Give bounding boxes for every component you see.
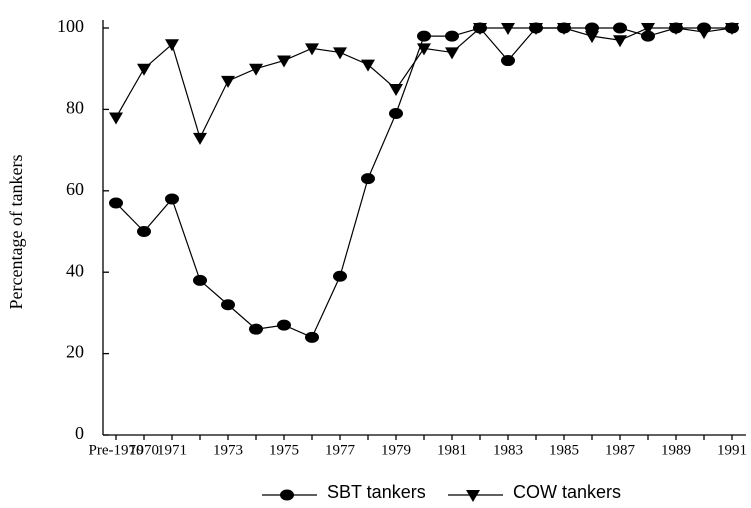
y-axis-label: Percentage of tankers	[6, 155, 26, 310]
marker	[361, 59, 375, 72]
x-tick-label: 1973	[213, 442, 243, 458]
marker	[137, 63, 151, 76]
marker	[501, 55, 515, 67]
marker	[221, 299, 235, 311]
marker	[585, 31, 599, 44]
marker	[641, 30, 655, 42]
series-line	[115, 27, 732, 339]
x-tick-label: 1987	[605, 442, 636, 458]
y-tick-label: 60	[66, 179, 84, 199]
marker	[613, 22, 627, 34]
marker	[473, 23, 487, 35]
marker	[305, 331, 319, 343]
marker	[445, 30, 459, 42]
y-tick-label: 80	[66, 98, 84, 118]
marker	[249, 63, 263, 76]
marker	[557, 23, 571, 35]
marker	[585, 22, 599, 34]
marker	[193, 274, 207, 286]
x-tick-label: 1983	[493, 442, 523, 458]
marker	[277, 319, 291, 331]
marker	[613, 35, 627, 48]
x-tick-label: 1970	[129, 442, 159, 458]
marker	[165, 193, 179, 205]
marker	[417, 43, 431, 56]
x-tick-label: 1979	[381, 442, 411, 458]
marker	[529, 23, 543, 35]
marker	[249, 323, 263, 335]
marker	[417, 30, 431, 42]
y-tick-label: 0	[75, 423, 84, 443]
marker	[333, 270, 347, 282]
x-tick-label: 1981	[437, 442, 467, 458]
y-tick-label: 20	[66, 342, 84, 362]
y-tick-label: 40	[66, 260, 84, 280]
marker	[669, 23, 683, 35]
marker	[697, 27, 711, 40]
marker	[137, 226, 151, 237]
marker	[193, 132, 207, 145]
x-tick-label: 1985	[549, 442, 579, 458]
legend-marker	[466, 490, 480, 502]
x-tick-label: 1975	[269, 442, 299, 458]
marker	[109, 197, 123, 209]
marker	[389, 107, 403, 119]
x-tick-label: 1989	[661, 442, 691, 458]
legend-label: SBT tankers	[327, 482, 426, 502]
legend-marker	[280, 489, 294, 501]
marker	[109, 112, 123, 125]
marker	[333, 47, 347, 60]
x-tick-label: 1991	[717, 442, 747, 458]
marker	[501, 23, 515, 35]
x-tick-label: 1977	[325, 442, 356, 458]
marker	[725, 23, 739, 35]
marker	[389, 84, 403, 97]
marker	[641, 23, 655, 35]
x-tick-label: 1971	[157, 442, 187, 458]
legend-label: COW tankers	[513, 482, 621, 502]
marker	[445, 47, 459, 60]
marker	[305, 43, 319, 56]
x-tick-label: Pre-1970	[89, 442, 144, 458]
marker	[277, 55, 291, 68]
marker	[165, 39, 179, 52]
marker	[361, 173, 375, 185]
marker	[221, 75, 235, 88]
y-tick-label: 100	[57, 16, 84, 36]
